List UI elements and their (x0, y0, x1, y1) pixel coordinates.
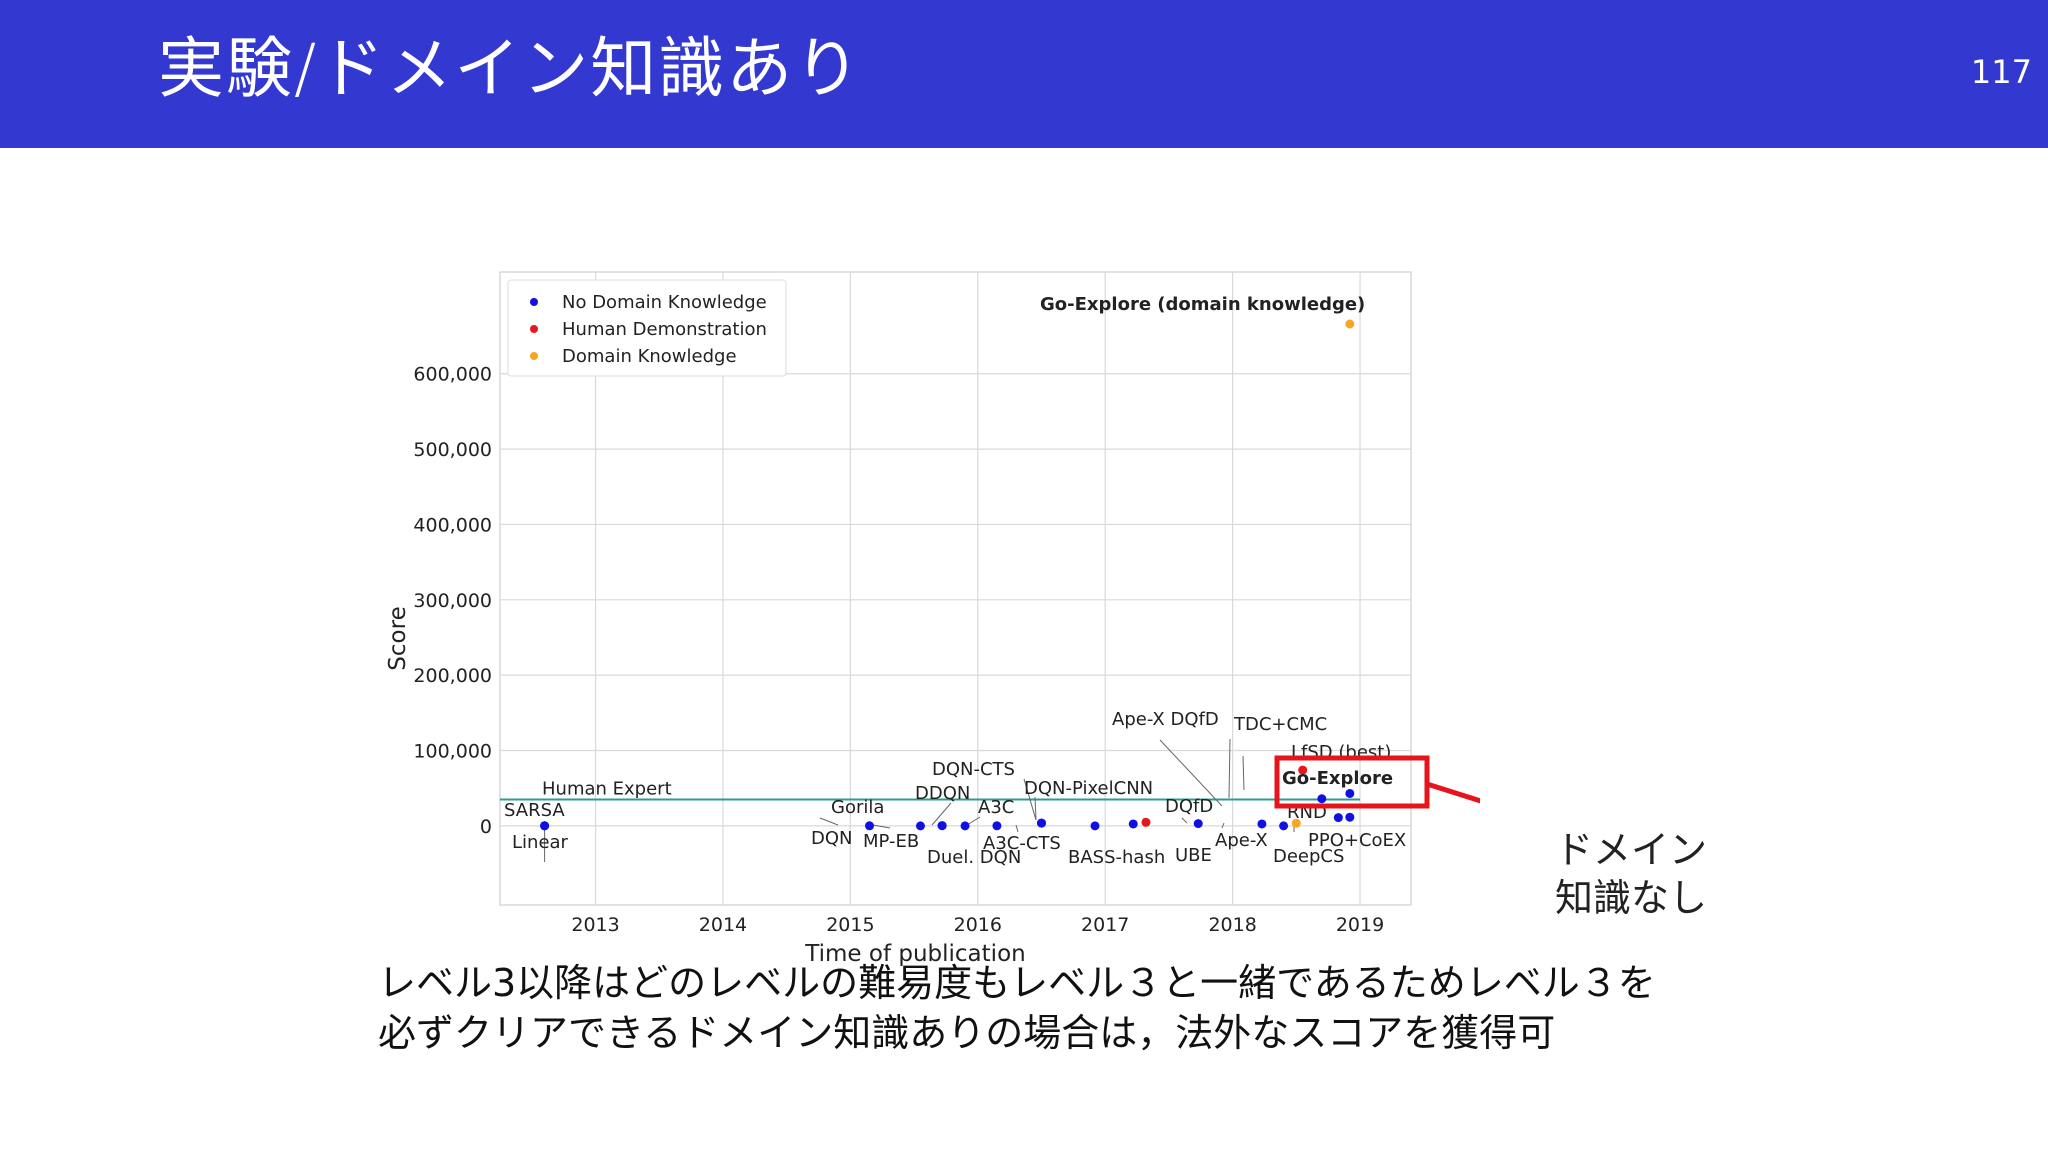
point-label: Ape-X DQfD (1112, 709, 1219, 730)
caption-line-2: 必ずクリアできるドメイン知識ありの場合は，法外なスコアを獲得可 (378, 1011, 1556, 1055)
leader-line (1181, 817, 1188, 824)
leader-line (1228, 738, 1231, 799)
legend-label: No Domain Knowledge (562, 292, 767, 313)
leader-line (1023, 778, 1037, 821)
legend-label: Human Demonstration (562, 319, 767, 340)
data-point (1257, 819, 1267, 829)
data-point (1193, 819, 1203, 829)
data-point (915, 821, 925, 831)
x-tick-label: 2016 (954, 914, 1002, 936)
data-point (992, 821, 1002, 831)
header-bar: 実験/ドメイン知識あり 117 (0, 0, 2048, 148)
x-tick-label: 2017 (1081, 914, 1129, 936)
point-label: Go-Explore (1282, 768, 1393, 789)
leader-line (1242, 755, 1245, 791)
legend-marker (530, 325, 538, 333)
data-point (1128, 819, 1138, 829)
point-label: Duel. DQN (927, 847, 1021, 868)
point-label: DQN (811, 828, 853, 849)
highlight-pointer (1426, 781, 1480, 804)
y-tick-label: 600,000 (413, 364, 492, 386)
y-tick-label: 200,000 (413, 665, 492, 687)
data-point (1333, 813, 1343, 823)
point-label: PPO+CoEX (1308, 830, 1406, 851)
data-point (1291, 818, 1301, 828)
legend-label: Domain Knowledge (562, 346, 737, 367)
slide-title: 実験/ドメイン知識あり (158, 30, 863, 107)
leader-line (966, 816, 981, 826)
y-tick-label: 400,000 (413, 514, 492, 536)
data-point (1298, 765, 1308, 775)
data-point (1345, 812, 1355, 822)
data-point (864, 821, 874, 831)
point-label: TDC+CMC (1233, 714, 1327, 735)
data-point (1345, 319, 1355, 329)
x-tick-label: 2013 (571, 914, 619, 936)
leader-line (1034, 796, 1037, 821)
leader-line (1015, 824, 1019, 833)
point-label: MP-EB (863, 831, 919, 852)
point-label: A3C-CTS (983, 833, 1061, 854)
data-point (1037, 818, 1047, 828)
caption: レベル3以降はどのレベルの難易度もレベル３と一緒であるためレベル３を 必ずクリア… (378, 958, 1656, 1058)
caption-line-1: レベル3以降はどのレベルの難易度もレベル３と一緒であるためレベル３を (378, 961, 1656, 1005)
point-label: Ape-X (1215, 830, 1268, 851)
leader-line (1159, 739, 1223, 807)
point-label: DQN-CTS (932, 759, 1015, 780)
data-point (960, 821, 970, 831)
score-chart: 2013 2014 2015 2016 2017 2018 2019 0 100,000 200,… (385, 271, 1480, 966)
point-label: UBE (1175, 845, 1212, 866)
legend-marker (530, 352, 538, 360)
point-label: DeepCS (1273, 846, 1344, 867)
data-point (540, 821, 550, 831)
data-point (1345, 788, 1355, 798)
highlight-box (1274, 755, 1430, 809)
point-label: Gorila (831, 797, 884, 818)
y-tick-label: 100,000 (413, 741, 492, 763)
y-tick-label: 0 (480, 816, 492, 838)
data-point (1141, 817, 1151, 827)
data-point (937, 821, 947, 831)
y-tick-label: 300,000 (413, 590, 492, 612)
leader-line (931, 802, 952, 826)
point-label: Linear (512, 832, 569, 853)
data-point (1279, 821, 1289, 831)
legend-marker (530, 298, 538, 306)
leader-line (819, 817, 839, 826)
leader-line (872, 824, 891, 829)
leader-line (1221, 822, 1225, 829)
x-tick-label: 2018 (1208, 914, 1256, 936)
point-label: SARSA (504, 800, 565, 821)
slide-number: 117 (1970, 53, 2032, 91)
y-tick-label: 500,000 (413, 439, 492, 461)
y-axis-label: Score (385, 606, 411, 670)
x-tick-label: 2014 (699, 914, 747, 936)
legend-box (507, 279, 787, 377)
human-expert-label: Human Expert (542, 779, 672, 800)
point-label: DQfD (1165, 796, 1213, 817)
side-note-line-2: 知識なし (1555, 876, 1708, 920)
side-note: ドメイン 知識なし (1555, 826, 1707, 922)
side-note-line-1: ドメイン (1555, 828, 1708, 872)
x-tick-label: 2019 (1336, 914, 1384, 936)
point-label: BASS-hash (1068, 847, 1165, 868)
point-label: DDQN (915, 783, 970, 804)
x-tick-label: 2015 (826, 914, 874, 936)
data-point (1090, 821, 1100, 831)
point-label: Go-Explore (domain knowledge) (1040, 294, 1365, 315)
point-label: A3C (978, 797, 1014, 818)
point-label: DQN-PixelCNN (1024, 778, 1153, 799)
data-point (1317, 794, 1327, 804)
x-axis-label: Time of publication (804, 941, 1025, 966)
